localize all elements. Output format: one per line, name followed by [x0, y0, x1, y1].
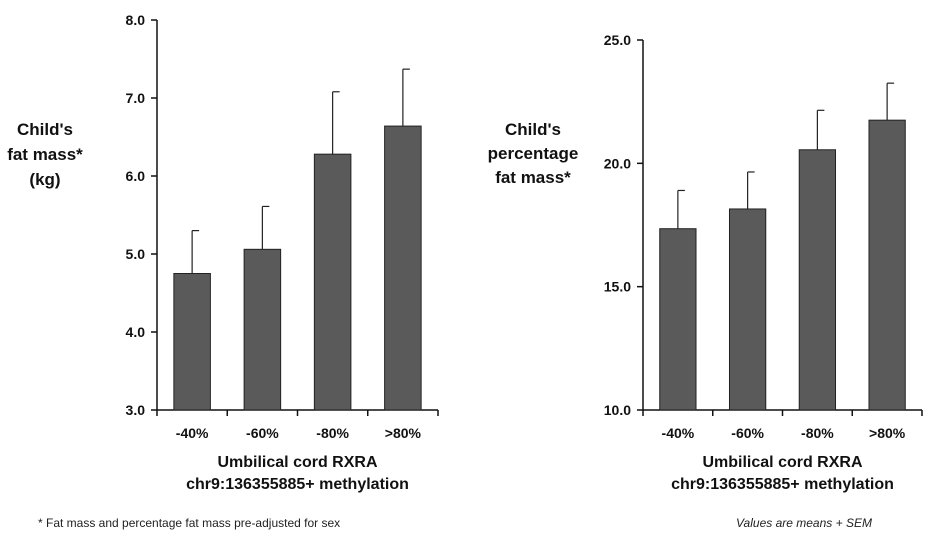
y-tick-label: 3.0 [126, 402, 146, 418]
x-axis-title: chr9:136355885+ methylation [671, 476, 894, 493]
x-axis-title: Umbilical cord RXRA [217, 454, 377, 471]
y-tick-label: 7.0 [126, 90, 146, 106]
bar [173, 273, 211, 411]
x-tick-label: >80% [385, 425, 422, 441]
x-tick-label: -40% [662, 425, 695, 441]
y-axis-title: fat mass* [7, 145, 83, 164]
y-tick-label: 25.0 [604, 32, 631, 48]
bar [384, 125, 422, 411]
x-tick-label: -40% [176, 425, 209, 441]
x-axis-title: chr9:136355885+ methylation [186, 476, 409, 493]
x-tick-label: -60% [246, 425, 279, 441]
y-tick-label: 8.0 [126, 12, 146, 28]
footnote-values-note: Values are means + SEM [736, 516, 872, 530]
bar [313, 153, 352, 411]
y-tick-label: 15.0 [604, 279, 631, 295]
x-tick-label: >80% [869, 425, 906, 441]
y-axis-title: (kg) [29, 170, 60, 189]
bar [659, 228, 697, 411]
bar [243, 248, 282, 411]
chart-2: 10.0 15.0 20.0 25.0 -40% -60% -80% >80% Umbilica… [488, 32, 923, 493]
y-axis-title: percentage [488, 144, 579, 163]
bar [798, 149, 837, 411]
y-axis-title: Child's [17, 120, 73, 139]
y-axis-title: Child's [505, 120, 561, 139]
bar [868, 119, 906, 411]
x-axis-title: Umbilical cord RXRA [702, 454, 862, 471]
x-tick-label: -80% [801, 425, 834, 441]
x-tick-label: -80% [316, 425, 349, 441]
chart-1: 3.0 4.0 5.0 6.0 7.0 8.0 -40% -60% -80% >80% Umbili… [7, 12, 439, 493]
y-tick-label: 6.0 [126, 168, 146, 184]
footnote-adjustment: * Fat mass and percentage fat mass pre-a… [38, 516, 341, 530]
y-axis-title: fat mass* [495, 168, 571, 187]
y-tick-label: 20.0 [604, 155, 631, 171]
y-tick-label: 4.0 [126, 324, 146, 340]
y-tick-label: 10.0 [604, 402, 631, 418]
x-tick-label: -60% [731, 425, 764, 441]
y-tick-label: 5.0 [126, 246, 146, 262]
bar [728, 208, 767, 411]
